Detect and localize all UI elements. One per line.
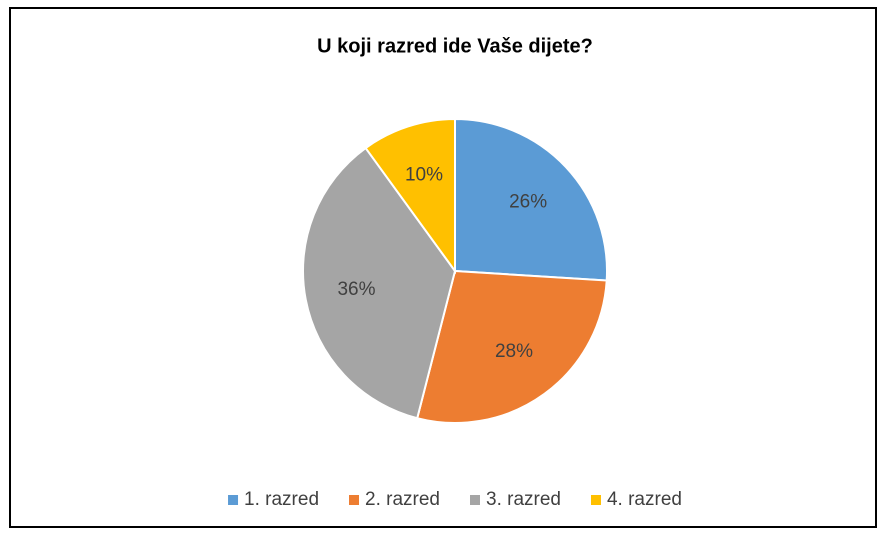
- data-label: 28%: [495, 341, 533, 362]
- pie-slice: [302, 146, 457, 420]
- data-label: 26%: [509, 191, 547, 212]
- legend-swatch: [228, 495, 239, 505]
- data-label: 36%: [337, 279, 375, 300]
- pie-slice: [364, 117, 456, 275]
- legend-label: 2. razred: [365, 489, 440, 510]
- legend-swatch: [470, 495, 480, 505]
- data-label: 10%: [405, 165, 443, 186]
- legend-swatch: [590, 495, 601, 505]
- legend-label: 1. razred: [244, 489, 319, 510]
- legend-label: 3. razred: [486, 489, 561, 510]
- pie-slice: [415, 269, 608, 424]
- legend-swatch: [349, 495, 360, 505]
- chart-title: U koji razred ide Vaše dijete?: [317, 35, 593, 57]
- legend-label: 4. razred: [607, 489, 682, 510]
- pie-slice: [454, 117, 608, 282]
